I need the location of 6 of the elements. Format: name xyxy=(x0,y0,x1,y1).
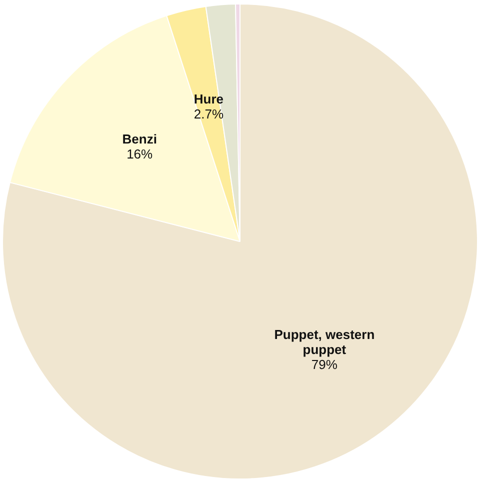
data-label: 79% xyxy=(311,356,338,372)
slice-label: Hure xyxy=(194,91,224,106)
data-label: 2.7% xyxy=(194,106,224,122)
slice-label: Benzi xyxy=(122,131,157,146)
slice-label: Puppet, western puppet xyxy=(274,326,375,357)
data-label: 16% xyxy=(126,146,154,162)
